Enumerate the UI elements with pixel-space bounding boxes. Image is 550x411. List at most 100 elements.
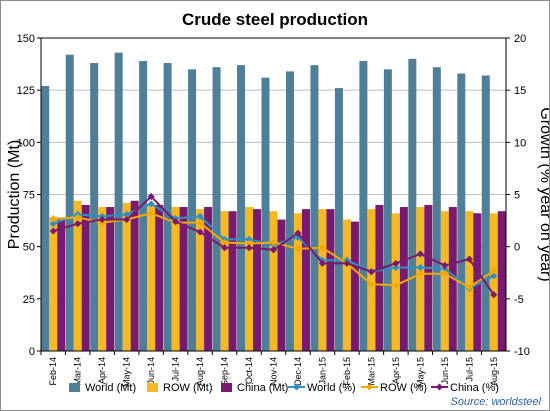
bar-world-mt--oct-14 xyxy=(237,65,246,352)
line-point xyxy=(49,214,57,223)
x-axis-ticks: Feb-14 Mar-14 Apr-14 May-14 Jun-14 Jul-14 Aug-… xyxy=(40,351,499,387)
y2-tick-label: 10 xyxy=(514,137,526,149)
bar-china-mt--mar-14 xyxy=(81,204,90,351)
line-point xyxy=(196,219,204,227)
y2-tick-label: -5 xyxy=(514,294,524,306)
bar-row-mt--dec-14 xyxy=(293,213,302,351)
bar-row-mt--jun-14 xyxy=(147,204,156,351)
line-point xyxy=(147,193,155,201)
line-point xyxy=(490,272,498,280)
line-point xyxy=(221,244,229,252)
bar-row-mt--jul-14 xyxy=(171,207,180,351)
bar-world-mt--sep-14 xyxy=(212,67,221,352)
bar-row-mt--feb-14 xyxy=(49,217,58,351)
y-tick-label: 125 xyxy=(17,85,35,97)
bar-world-mt--may-15 xyxy=(408,58,417,351)
bar-china-mt--feb-14 xyxy=(57,219,66,351)
bar-row-mt--nov-14 xyxy=(269,211,278,351)
legend: World (Mt) ROW (Mt) China (Mt) World (%) ROW… xyxy=(69,382,499,394)
legend-label: World (%) xyxy=(307,382,356,394)
bar-row-mt--mar-15 xyxy=(367,209,376,351)
line-point xyxy=(490,267,498,275)
bar-china-mt--jan-15 xyxy=(326,209,335,351)
x-tick-label: Mar-14 xyxy=(73,357,83,386)
bar-row-mt--aug-15 xyxy=(489,213,498,351)
x-tick-label: May-15 xyxy=(415,357,425,387)
x-tick-label: Dec-14 xyxy=(293,357,303,386)
x-tick-label: Jun-14 xyxy=(146,357,156,385)
bar-china-mt--jul-14 xyxy=(179,207,188,351)
x-tick-label: Apr-15 xyxy=(391,357,401,384)
bar-china-mt--dec-14 xyxy=(301,209,310,351)
bar-row-mt--jan-15 xyxy=(318,209,327,351)
bar-china-mt--apr-15 xyxy=(399,207,408,351)
bar-row-mt--jun-15 xyxy=(440,211,449,351)
x-tick-label: Sep-14 xyxy=(220,357,230,386)
line-point xyxy=(367,268,375,276)
chart-title: Crude steel production xyxy=(182,10,368,29)
x-tick-label: Feb-15 xyxy=(342,357,352,386)
y2-tick-label: -10 xyxy=(514,346,530,358)
bar-world-mt--feb-14 xyxy=(41,85,50,351)
line-point xyxy=(416,270,424,278)
y-tick-label: 50 xyxy=(23,242,35,254)
x-tick-label: Feb-14 xyxy=(48,357,58,386)
source-note: Source: worldsteel xyxy=(451,396,542,408)
bar-world-mt--nov-14 xyxy=(261,77,270,351)
bar-world-mt--aug-14 xyxy=(188,69,197,352)
line-point xyxy=(123,216,131,224)
line-point xyxy=(74,220,82,228)
y-tick-label: 25 xyxy=(23,294,35,306)
line-point xyxy=(392,281,400,289)
x-tick-label: Jul-14 xyxy=(171,357,181,382)
legend-label: China (%) xyxy=(450,382,499,394)
bar-world-mt--jul-14 xyxy=(163,63,172,351)
legend-marker xyxy=(365,383,374,391)
legend-marker xyxy=(435,383,444,391)
line-point xyxy=(196,228,204,236)
bar-row-mt--feb-15 xyxy=(342,219,351,351)
bar-row-mt--apr-14 xyxy=(98,207,107,351)
line-point xyxy=(147,209,155,217)
x-tick-label: Apr-14 xyxy=(97,357,107,384)
bar-world-mt--dec-14 xyxy=(285,71,294,352)
bar-china-mt--may-15 xyxy=(424,204,433,351)
x-tick-label: Jan-15 xyxy=(317,357,327,385)
right-axis-ticks: -10 -5 0 5 10 15 20 xyxy=(506,33,530,358)
bar-row-mt--jul-15 xyxy=(465,211,474,351)
line-point xyxy=(441,270,449,278)
y-tick-label: 150 xyxy=(17,33,35,45)
y-tick-label: 75 xyxy=(23,190,35,202)
line-point xyxy=(416,250,424,258)
line-point xyxy=(123,210,131,218)
legend-swatch xyxy=(69,383,80,392)
bar-row-mt--sep-14 xyxy=(220,211,229,351)
line-point xyxy=(172,218,180,226)
line-point xyxy=(318,259,326,267)
line-point xyxy=(49,227,57,235)
line-point xyxy=(147,200,155,208)
y-tick-label: 100 xyxy=(17,137,35,149)
y2-tick-label: 5 xyxy=(514,190,520,202)
line-point xyxy=(465,283,473,291)
line-point xyxy=(221,238,229,247)
legend-label: China (Mt) xyxy=(237,382,288,394)
x-tick-label: Nov-14 xyxy=(269,357,279,386)
bar-row-mt--oct-14 xyxy=(245,207,254,351)
bar-china-mt--oct-14 xyxy=(253,209,262,351)
bar-row-mt--may-15 xyxy=(416,207,425,351)
line-point xyxy=(294,229,302,237)
line-point xyxy=(196,212,204,220)
x-tick-label: Aug-15 xyxy=(489,357,499,386)
bar-world-mt--may-14 xyxy=(114,52,123,352)
bars xyxy=(41,52,506,352)
x-tick-label: Jul-15 xyxy=(464,357,474,382)
bar-row-mt--aug-14 xyxy=(196,209,205,351)
y2-tick-label: 20 xyxy=(514,33,526,45)
legend-swatch xyxy=(221,383,232,392)
x-tick-label: Oct-14 xyxy=(244,357,254,384)
legend-label: World (Mt) xyxy=(85,382,136,394)
bar-china-mt--jun-14 xyxy=(155,204,164,351)
bar-world-mt--mar-14 xyxy=(65,54,74,352)
